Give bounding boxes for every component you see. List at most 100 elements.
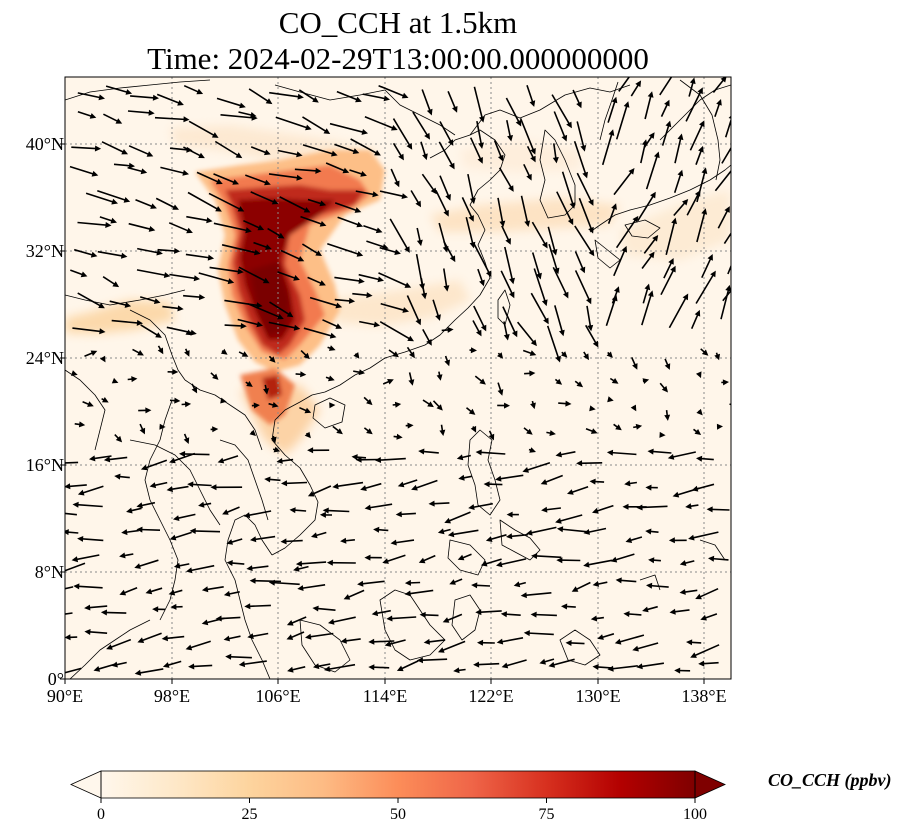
wind-vector-shaft [154,116,187,121]
wind-vector-head [140,168,148,175]
wind-vector-head [358,278,365,284]
wind-vector-head [394,249,401,255]
wind-vector-head [157,347,164,355]
wind-vector-head [94,145,102,152]
wind-vector-head [479,378,486,385]
wind-vector-head [193,275,200,282]
wind-vector-head [166,486,173,493]
wind-vector-head [319,280,326,286]
wind-vector-head [264,149,271,156]
wind-vector-head [246,381,253,387]
wind-vector-head [679,589,686,595]
wind-vector-head [724,206,730,213]
wind-vector-head [168,589,176,596]
wind-vector-shaft [530,292,548,322]
wind-vector-shaft [553,111,567,140]
wind-vector-head [647,290,654,297]
wind-vector-head [303,207,311,213]
wind-vector-shaft [727,264,731,275]
wind-vector-head [555,451,562,458]
wind-vector-head [123,197,131,203]
wind-vector-shaft [556,191,573,223]
wind-vector-shaft [302,144,336,156]
wind-vector-head [297,585,304,591]
wind-vector-shaft [188,640,211,650]
wind-vector-head [253,402,260,409]
wind-vector-head [652,235,659,242]
wind-vector-head [286,311,294,318]
wind-vector-head [172,204,179,210]
wind-vector-head [183,437,190,444]
wind-vector-head [355,456,362,463]
wind-vector-head [480,324,487,332]
wind-vector-head [225,653,232,660]
wind-vector-head [243,512,251,519]
wind-vector-head [509,291,515,299]
wind-vector-shaft [196,171,221,184]
wind-vector-shaft [300,584,326,590]
wind-vector-shaft [439,175,451,199]
wind-vector-head [198,501,205,508]
wind-vector-shaft [576,172,593,204]
wind-vector-head [418,448,425,455]
wind-vector-head [90,251,98,258]
wind-vector-head [419,611,426,618]
wind-vector-head [677,169,684,177]
wind-vector-head [149,482,157,489]
wind-vector-shaft [531,221,547,247]
wind-vector-head [250,112,257,118]
wind-vector-head [89,455,96,462]
wind-vector-head [556,557,563,564]
wind-vector-head [201,586,209,593]
wind-vector-head [254,249,261,256]
wind-vector-head [647,448,654,455]
wind-vector-head [668,258,674,265]
wind-vector-shaft [250,632,269,638]
wind-vector-head [99,355,106,363]
wind-vector-shaft [384,554,406,563]
wind-vector-head [93,666,101,672]
wind-vector-head [579,266,586,274]
wind-vector-head [215,206,222,212]
wind-vector-head [89,113,97,119]
y-tick-label: 40°N [25,134,64,154]
wind-vector-shaft [694,483,715,491]
wind-vector-head [273,446,281,453]
wind-vector-shaft [80,485,104,495]
wind-vector-head [437,528,445,535]
wind-vector-head [411,484,418,491]
wind-vector-head [698,145,704,153]
wind-vector-head [503,334,510,341]
wind-vector-head [407,422,414,429]
wind-vector-head [186,567,193,574]
wind-vector-head [374,457,382,463]
wind-vector-head [188,663,195,670]
wind-vector-head [630,404,637,412]
wind-vector-head [442,617,450,623]
wind-vector-head [220,397,227,404]
wind-vector-shaft [350,138,379,155]
wind-vector-head [169,534,177,541]
wind-vector-head [732,163,738,170]
wind-vector-head [137,637,145,643]
wind-vector-head [641,139,648,146]
wind-vector-shaft [413,479,438,490]
wind-vector-shaft [315,607,336,611]
wind-vector-shaft [298,561,327,565]
wind-vector-shaft [665,220,676,255]
wind-vector-head [289,507,296,514]
wind-vector-head [529,447,536,453]
wind-vector-head [668,537,675,544]
wind-vector-shaft [686,192,700,216]
wind-vector-head [696,455,703,462]
wind-vector-shaft [615,217,638,249]
wind-vector-head [592,340,599,348]
wind-vector-head [588,199,594,206]
wind-vector-shaft [224,324,244,327]
wind-vector-shaft [103,113,120,123]
wind-vector-head [670,265,676,273]
wind-vector-shaft [335,481,364,488]
wind-vector-head [542,241,548,249]
wind-vector-head [422,153,428,161]
wind-vector-head [335,323,343,329]
